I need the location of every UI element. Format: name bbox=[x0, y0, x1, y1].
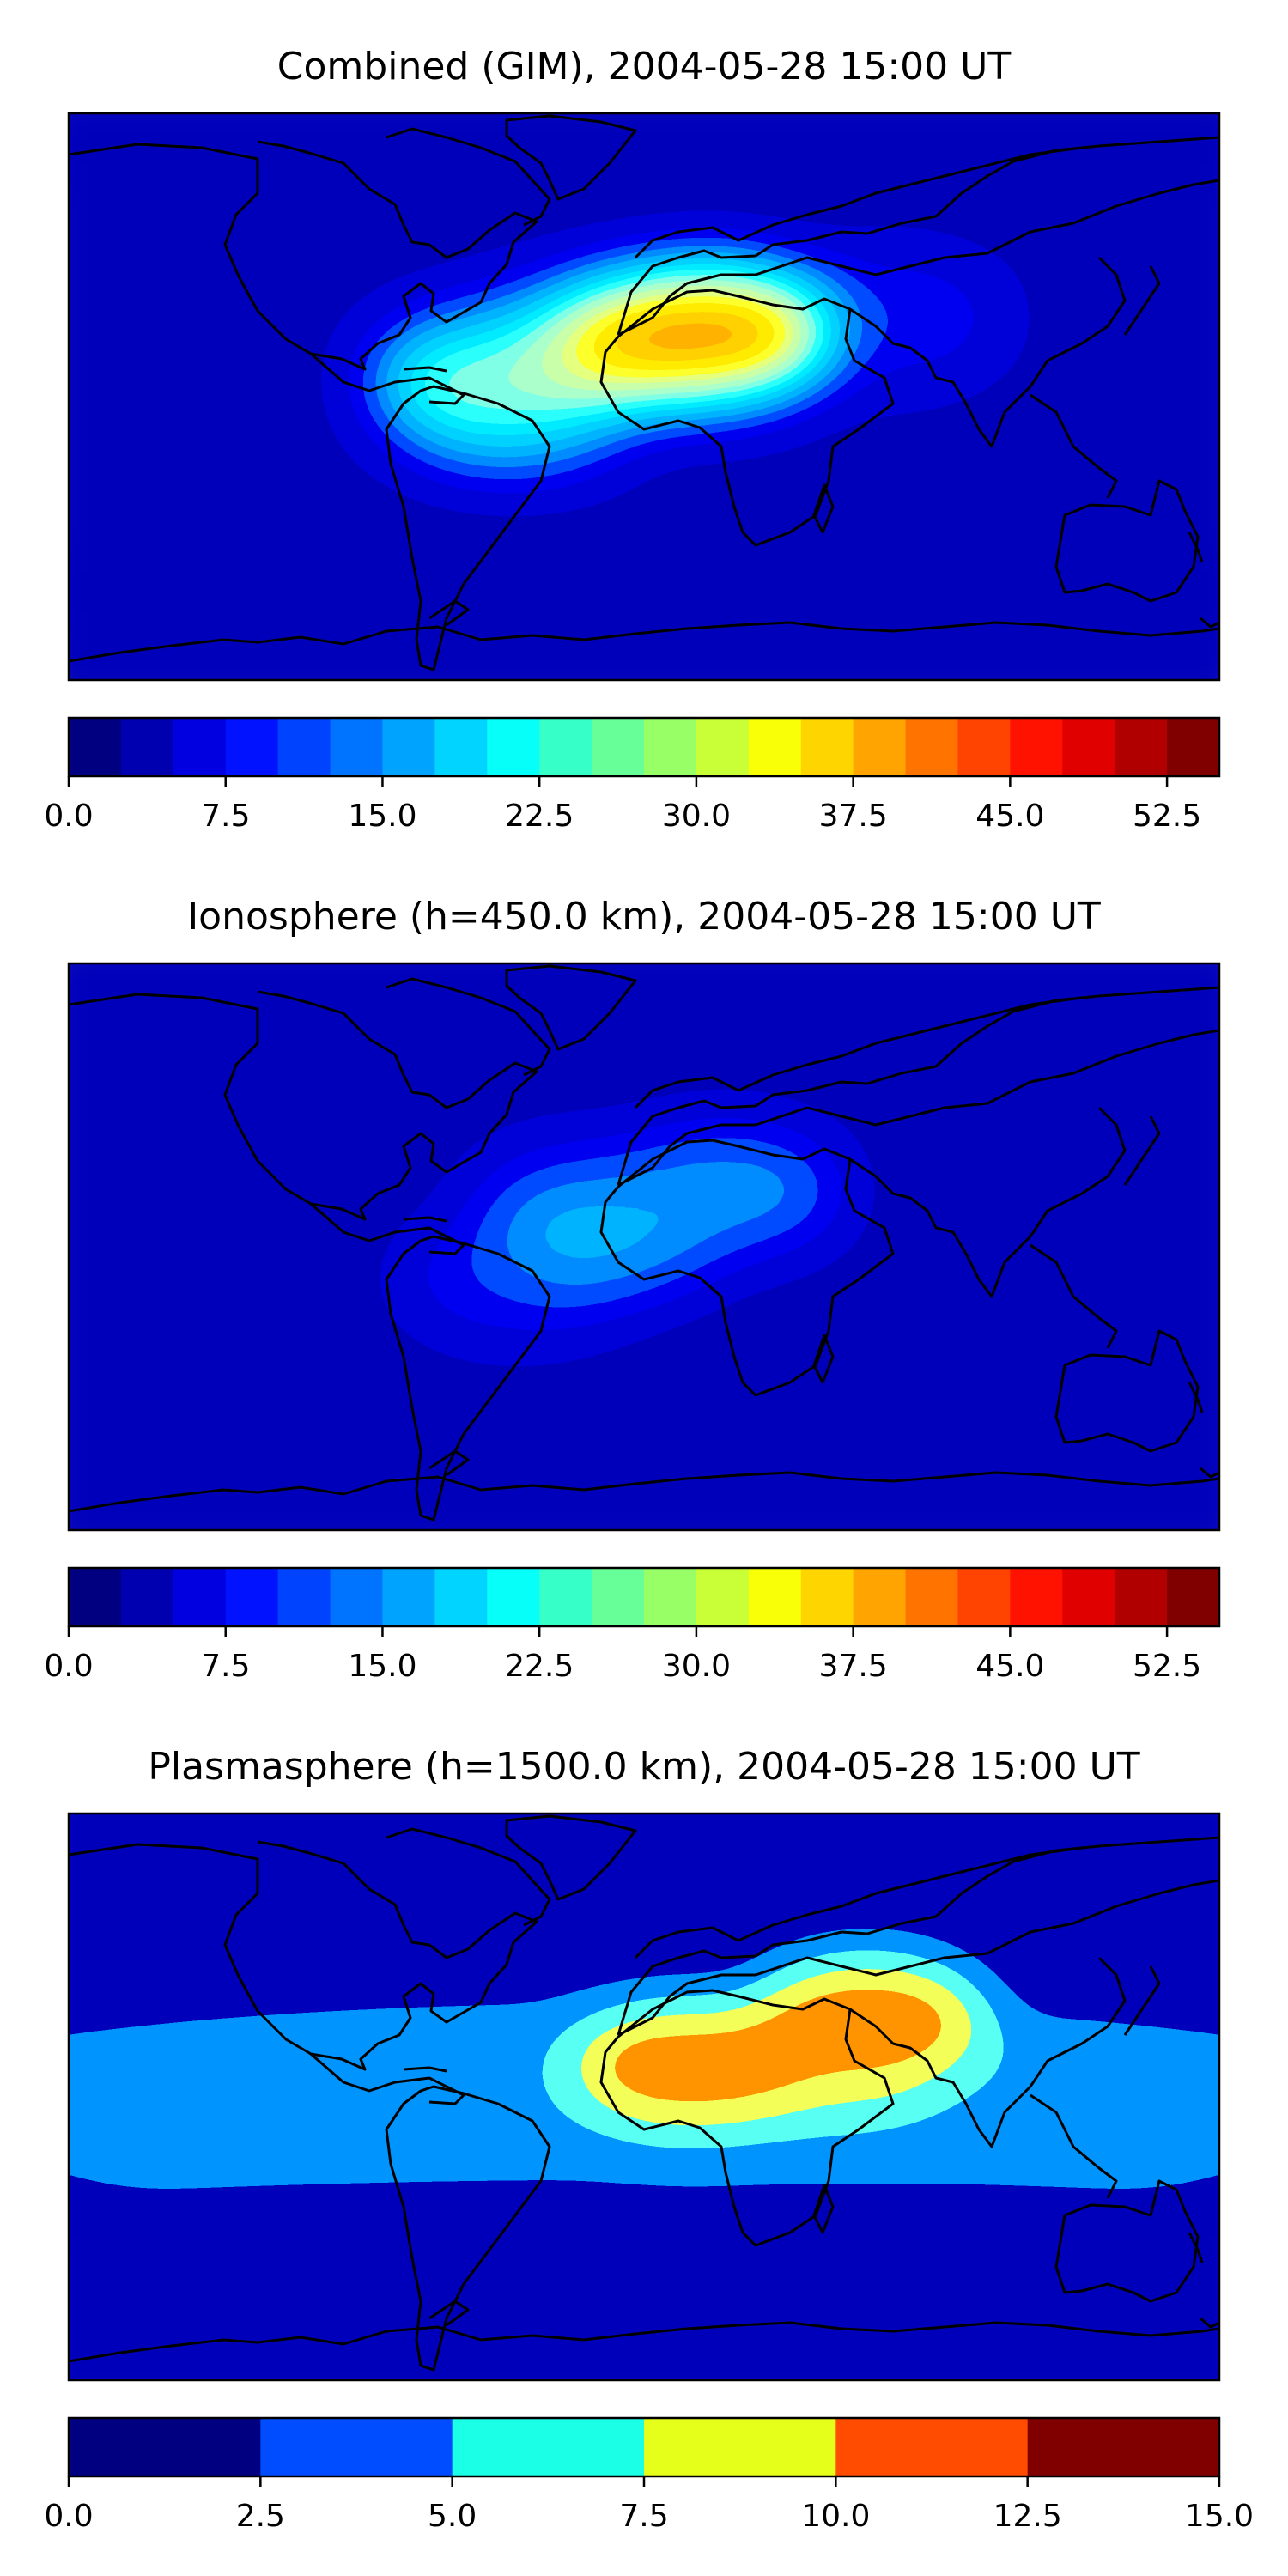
colorbar-swatch bbox=[382, 1568, 435, 1626]
colorbar-tick-label: 5.0 bbox=[428, 2499, 477, 2534]
colorbar-tick-label: 2.5 bbox=[236, 2499, 285, 2534]
colorbar-tick-label: 15.0 bbox=[1185, 2499, 1254, 2534]
colorbar-swatch bbox=[1167, 1568, 1220, 1626]
colorbar-swatch bbox=[696, 1568, 750, 1626]
colorbar-swatch bbox=[800, 718, 854, 776]
panel-title: Plasmasphere (h=1500.0 km), 2004-05-28 1… bbox=[148, 1745, 1139, 1789]
colorbar-tick-label: 10.0 bbox=[801, 2499, 870, 2534]
colorbar-swatch bbox=[277, 1568, 331, 1626]
colorbar-swatch bbox=[539, 718, 592, 776]
colorbar-swatch bbox=[1010, 1568, 1063, 1626]
panel-title: Combined (GIM), 2004-05-28 15:00 UT bbox=[277, 45, 1012, 88]
colorbar-swatch bbox=[120, 718, 174, 776]
colorbar-swatch bbox=[644, 2418, 836, 2476]
colorbar-tick-label: 15.0 bbox=[348, 1649, 416, 1684]
colorbar-tick-label: 22.5 bbox=[505, 799, 574, 834]
colorbar-tick-label: 15.0 bbox=[348, 799, 416, 834]
field-south-low bbox=[683, 1359, 925, 1480]
colorbar-frame bbox=[67, 1566, 1221, 1628]
field-pacific-low bbox=[69, 415, 285, 536]
colorbar-swatch bbox=[382, 718, 435, 776]
colorbar-swatch bbox=[260, 2418, 453, 2476]
colorbar-tick-label: 37.5 bbox=[819, 1649, 888, 1684]
colorbar-swatch bbox=[1167, 718, 1220, 776]
map-panel bbox=[69, 113, 1219, 680]
colorbar-tick-label: 52.5 bbox=[1133, 799, 1201, 834]
colorbar-tick-label: 37.5 bbox=[819, 799, 888, 834]
colorbar-swatch bbox=[487, 718, 540, 776]
colorbar-swatch bbox=[800, 1568, 854, 1626]
colorbar-swatch bbox=[434, 718, 488, 776]
colorbar-tick-label: 0.0 bbox=[44, 2499, 93, 2534]
colorbar-swatch bbox=[835, 2418, 1029, 2476]
field-max-east bbox=[604, 1130, 845, 1250]
colorbar-swatch bbox=[1010, 718, 1063, 776]
colorbar-tick-label: 30.0 bbox=[662, 1649, 731, 1684]
field-pacific-low bbox=[69, 1187, 285, 1307]
colorbar-swatch bbox=[1115, 1568, 1168, 1626]
colorbar-swatch bbox=[487, 1568, 540, 1626]
field-peak-asia bbox=[747, 1958, 988, 2079]
colorbar-swatch bbox=[330, 718, 384, 776]
colorbar-swatch bbox=[452, 2418, 645, 2476]
colorbar-swatch bbox=[853, 718, 907, 776]
field-north-polar bbox=[69, 113, 1219, 197]
colorbar-swatch bbox=[853, 1568, 907, 1626]
colorbar-swatch bbox=[748, 718, 802, 776]
field-peak-africa bbox=[571, 2005, 812, 2126]
colorbar-swatch bbox=[434, 1568, 488, 1626]
colorbar-frame bbox=[67, 716, 1221, 778]
colorbar-swatch bbox=[1062, 1568, 1115, 1626]
colorbar-swatch bbox=[69, 2418, 261, 2476]
colorbar-swatch bbox=[69, 1568, 122, 1626]
colorbar-swatch bbox=[696, 718, 750, 776]
colorbar-tick-label: 45.0 bbox=[975, 1649, 1044, 1684]
colorbar-tick-label: 45.0 bbox=[975, 799, 1044, 834]
colorbar-tick-label: 12.5 bbox=[993, 2499, 1062, 2534]
field-antarctic-patch bbox=[507, 2257, 749, 2378]
field-south-band bbox=[69, 540, 1219, 644]
map-frame bbox=[67, 1812, 1221, 2382]
colorbar-swatch bbox=[173, 718, 227, 776]
colorbar-tick-label: 7.5 bbox=[619, 2499, 668, 2534]
map-frame bbox=[67, 962, 1221, 1532]
colorbar-swatch bbox=[173, 1568, 227, 1626]
colorbar-swatch bbox=[277, 718, 331, 776]
colorbar-swatch bbox=[957, 1568, 1011, 1626]
colorbar-swatch bbox=[1115, 718, 1168, 776]
colorbar-tick-label: 52.5 bbox=[1133, 1649, 1201, 1684]
colorbar-swatch bbox=[225, 1568, 279, 1626]
colorbar-swatch bbox=[1027, 2418, 1220, 2476]
colorbar-swatch bbox=[539, 1568, 592, 1626]
colorbar-tick-label: 7.5 bbox=[201, 1649, 250, 1684]
colorbar-swatch bbox=[957, 718, 1011, 776]
colorbar-tick-label: 0.0 bbox=[44, 799, 93, 834]
colorbar-swatch bbox=[120, 1568, 174, 1626]
colorbar-tick-label: 22.5 bbox=[505, 1649, 574, 1684]
colorbar-swatch bbox=[905, 1568, 959, 1626]
field-south-band bbox=[69, 2155, 1219, 2259]
colorbar-swatch bbox=[69, 718, 122, 776]
colorbar-swatch bbox=[330, 1568, 384, 1626]
map-panel bbox=[69, 963, 1219, 1530]
colorbar-swatch bbox=[225, 718, 279, 776]
colorbar-swatch bbox=[748, 1568, 802, 1626]
colorbar-swatch bbox=[644, 1568, 697, 1626]
colorbar-swatch bbox=[644, 718, 697, 776]
colorbar-swatch bbox=[592, 1568, 645, 1626]
colorbar-swatch bbox=[1062, 718, 1115, 776]
colorbar-swatch bbox=[592, 718, 645, 776]
map-panel bbox=[69, 1814, 1219, 2380]
map-frame bbox=[67, 112, 1221, 682]
panel-title: Ionosphere (h=450.0 km), 2004-05-28 15:0… bbox=[187, 895, 1101, 939]
colorbar-swatch bbox=[905, 718, 959, 776]
colorbar-tick-label: 30.0 bbox=[662, 799, 731, 834]
colorbar-tick-label: 7.5 bbox=[201, 799, 250, 834]
colorbar-tick-label: 0.0 bbox=[44, 1649, 93, 1684]
